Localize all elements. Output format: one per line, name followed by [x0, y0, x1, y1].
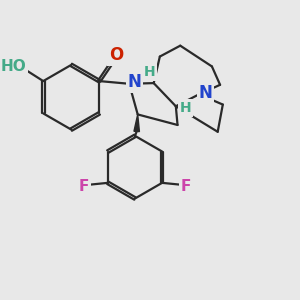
Text: H: H [144, 65, 155, 79]
Text: H: H [180, 101, 191, 115]
Text: F: F [79, 179, 89, 194]
Text: N: N [128, 73, 141, 91]
Polygon shape [134, 114, 140, 132]
Text: N: N [198, 84, 212, 102]
Text: F: F [181, 179, 191, 194]
Text: O: O [109, 46, 123, 64]
Text: HO: HO [1, 59, 26, 74]
